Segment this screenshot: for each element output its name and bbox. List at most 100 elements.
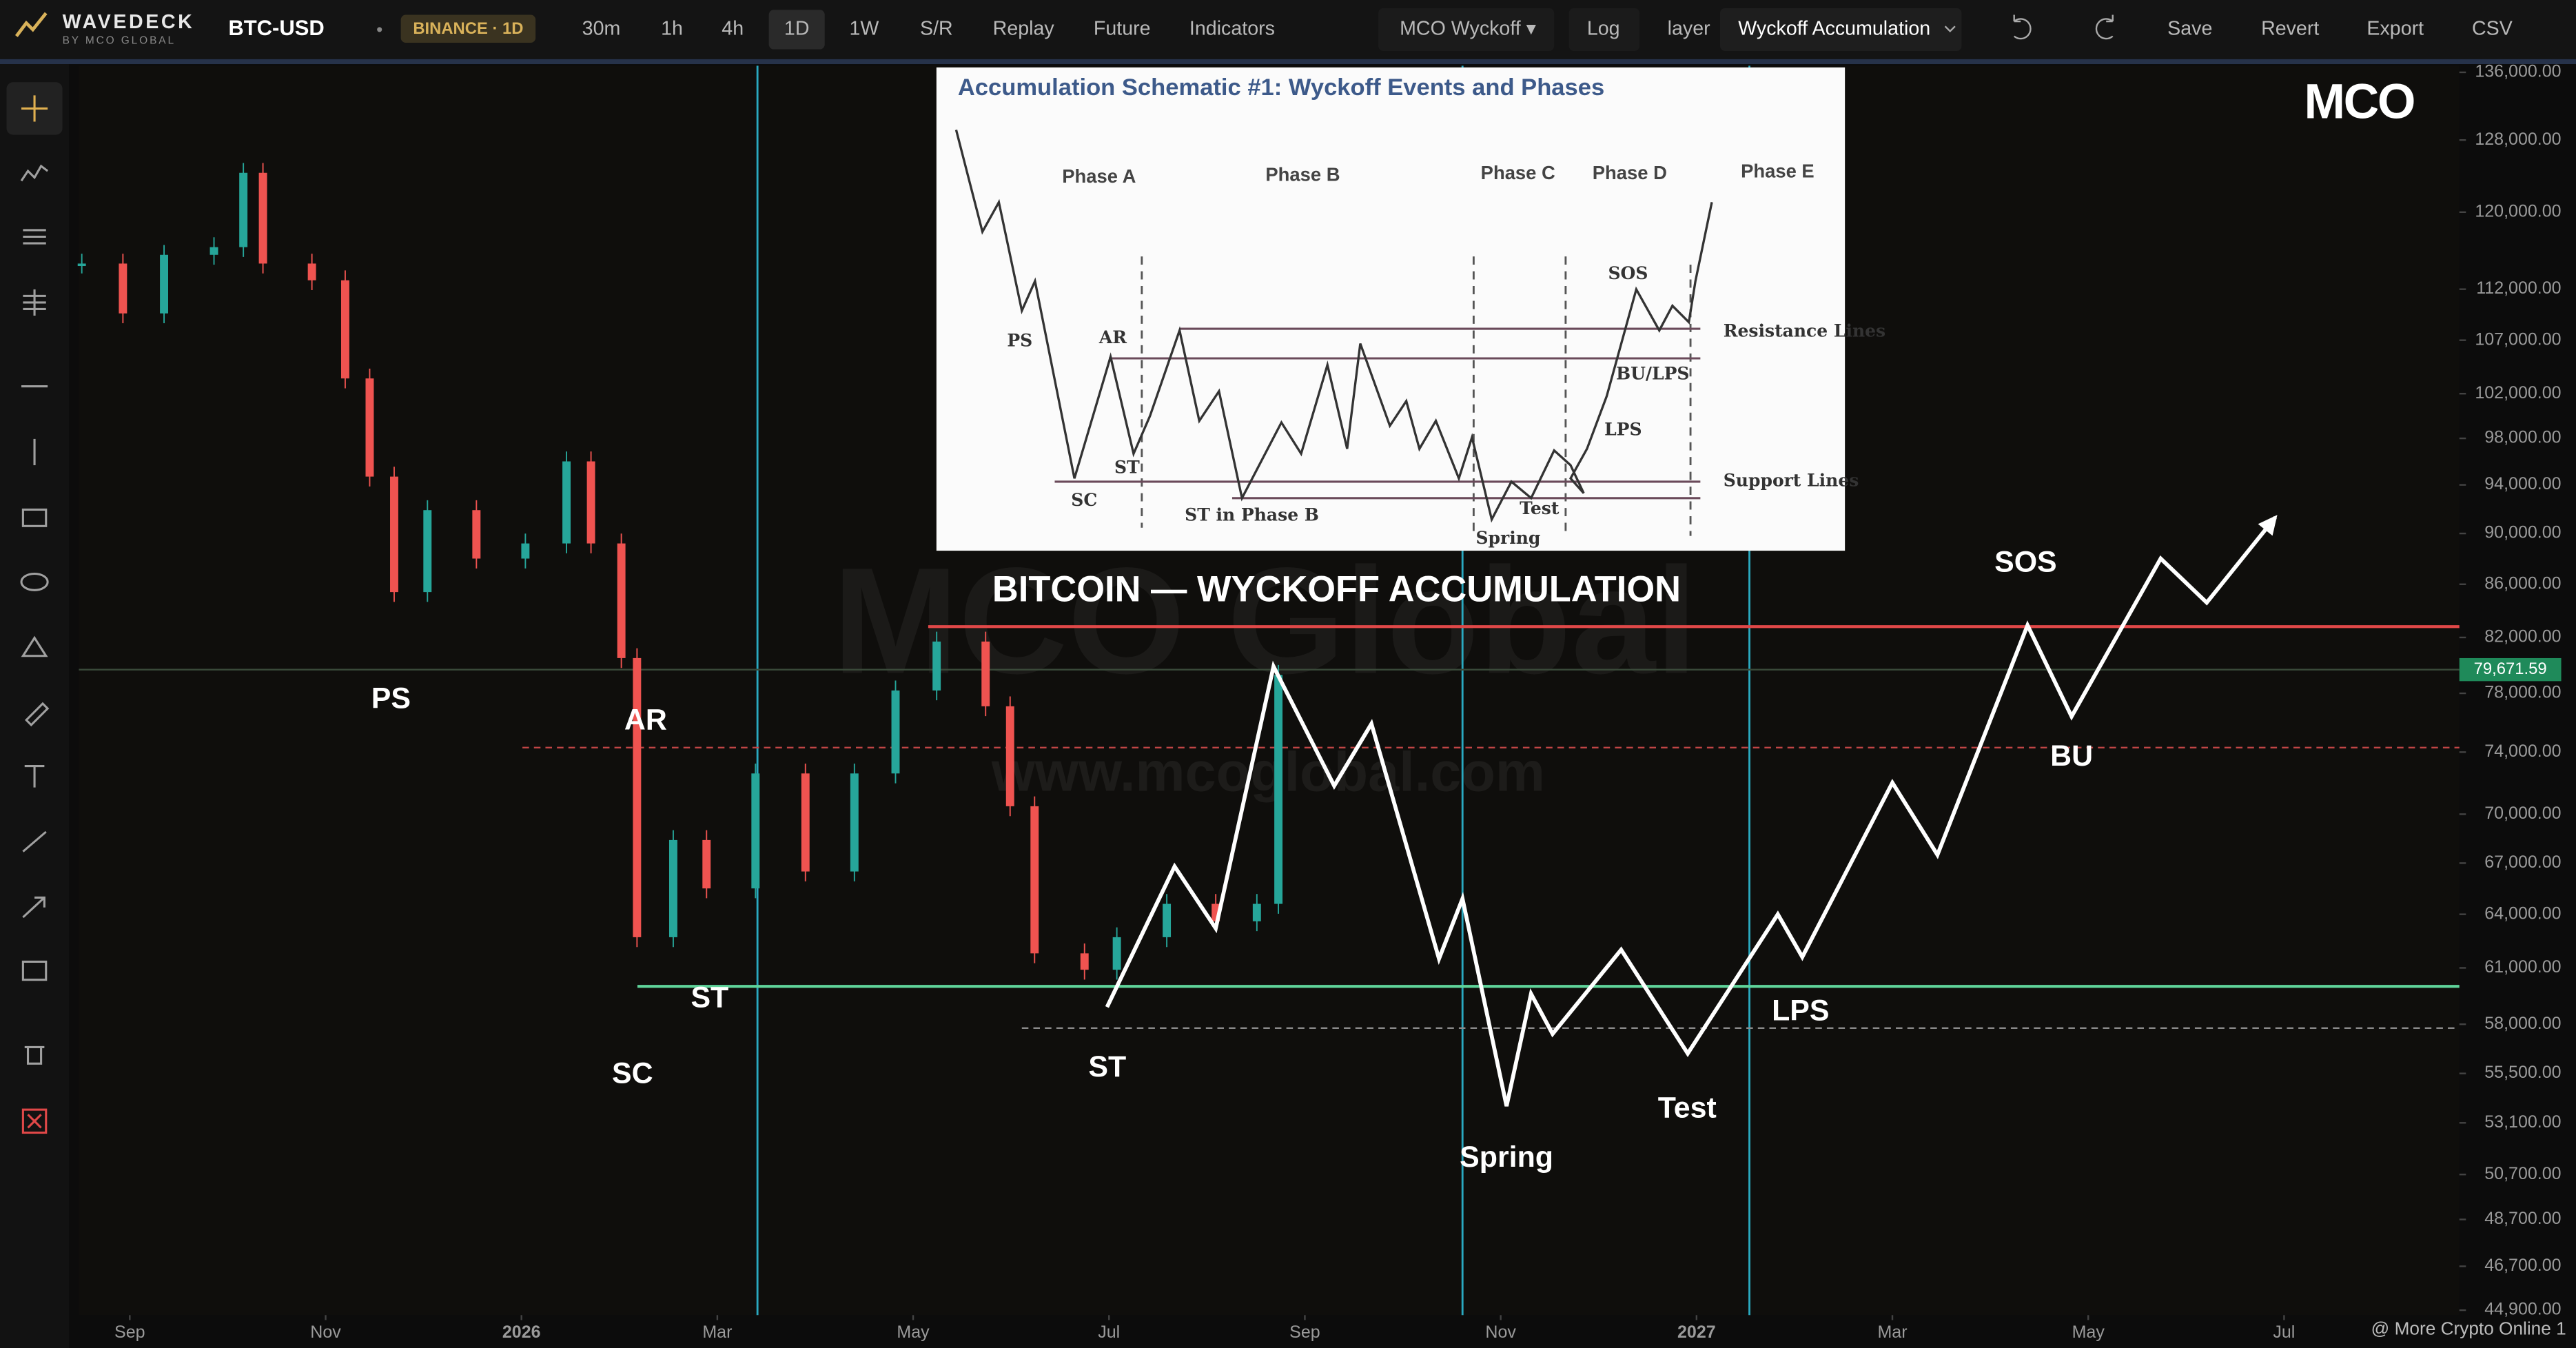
support-label: Support Lines [1724, 469, 1859, 490]
interval-active [768, 10, 825, 50]
y-tick-label: 94,000.00 [2484, 474, 2561, 493]
x-tick-label: Nov [310, 1323, 341, 1342]
y-tick-label: 136,000.00 [2475, 62, 2561, 81]
candle [239, 172, 248, 247]
tool-delete[interactable] [24, 1045, 45, 1065]
brand-sub: BY MCO GLOBAL [63, 35, 176, 47]
phase: Phase A [1062, 165, 1136, 187]
redo-icon[interactable] [2095, 14, 2114, 40]
event: Test [1520, 498, 1560, 518]
template-box [1378, 8, 1555, 51]
y-tick-label: 90,000.00 [2484, 523, 2561, 542]
candle [702, 839, 711, 889]
toolbar-button[interactable]: Replay [993, 17, 1055, 39]
phase: Phase D [1593, 162, 1667, 183]
candle [562, 461, 571, 544]
tool-arrow[interactable] [22, 896, 45, 919]
event: Spring [1475, 527, 1540, 548]
candle [77, 263, 86, 267]
event: SC [1071, 489, 1097, 510]
candle [365, 378, 374, 477]
tool-fib[interactable] [23, 289, 46, 316]
interval[interactable]: 4h [722, 17, 744, 39]
y-tick-label: 48,700.00 [2484, 1209, 2561, 1228]
candle [1030, 806, 1039, 954]
watermark-url: www.mcoglobal.com [991, 741, 1545, 803]
watermark-name: MCO Global [832, 536, 1697, 705]
event: SOS [1608, 263, 1648, 283]
annotation: PS [371, 682, 411, 715]
chart-title: BITCOIN — WYCKOFF ACCUMULATION [992, 570, 1681, 610]
tool-triangle[interactable] [21, 635, 48, 657]
toolbar-button[interactable]: S/R [920, 17, 953, 39]
annotation: AR [624, 704, 667, 737]
y-tick-label: 46,700.00 [2484, 1256, 2561, 1275]
log-box [1568, 8, 1640, 51]
event: ST in Phase B [1185, 504, 1319, 524]
x-tick-label: Sep [1289, 1323, 1320, 1342]
resistance-label: Resistance Lines [1724, 320, 1885, 340]
interval[interactable]: 30m [582, 17, 621, 39]
exchange: BINANCE · 1D [413, 19, 523, 38]
tool-clear-x [27, 1114, 42, 1129]
x-tick-label: Sep [114, 1323, 145, 1342]
annotations: PS AR SC ST ST Spring Test LPS SOS BU [371, 546, 2093, 1174]
log-toggle[interactable]: Log [1587, 17, 1620, 39]
footer: @ More Crypto Online 1 [2371, 1318, 2566, 1339]
schematic-levels [1054, 327, 1701, 500]
sidebar [0, 64, 70, 1348]
schematic-path [954, 130, 1713, 523]
chevron [1944, 25, 1956, 33]
tool-cross[interactable] [21, 95, 48, 122]
candle [340, 280, 349, 379]
brand: WAVEDECK [63, 11, 195, 33]
tool-clear[interactable] [21, 1108, 48, 1134]
candle [258, 172, 267, 264]
template[interactable]: MCO Wyckoff ▾ [1400, 17, 1537, 39]
annotation: Spring [1460, 1141, 1553, 1174]
x-tick-label: Jul [2273, 1323, 2295, 1342]
candle [981, 641, 990, 706]
tool-rect[interactable] [21, 508, 48, 527]
annotation: Test [1658, 1091, 1717, 1124]
y-tick-label: 61,000.00 [2484, 957, 2561, 977]
interval[interactable]: 1D [784, 17, 810, 39]
interval[interactable]: 1h [661, 17, 683, 39]
candle [801, 773, 810, 872]
tool-line[interactable] [22, 830, 47, 852]
symbol[interactable]: BTC-USD [228, 16, 324, 40]
toolbar-button[interactable]: Future [1094, 17, 1151, 39]
x-tick-label: May [897, 1323, 930, 1342]
tool-image[interactable] [21, 960, 48, 981]
y-tick-label: 70,000.00 [2484, 804, 2561, 823]
action-button[interactable]: Revert [2261, 17, 2319, 39]
x-tick-label: Mar [1877, 1323, 1907, 1342]
x-tick-label: May [2072, 1323, 2105, 1342]
y-tick-label: 98,000.00 [2484, 428, 2561, 447]
y-tick-label: 50,700.00 [2484, 1164, 2561, 1183]
tool-ellipse[interactable] [20, 572, 49, 591]
tool-trend[interactable] [20, 164, 49, 182]
tool-pen[interactable] [24, 702, 50, 727]
action-button[interactable]: Export [2367, 17, 2424, 39]
candle [891, 690, 900, 774]
event: LPS [1604, 418, 1642, 439]
candle [1005, 706, 1014, 806]
layer-select[interactable]: Wyckoff Accumulation [1738, 17, 1930, 39]
candle [1163, 903, 1172, 937]
undo-icon[interactable] [2013, 14, 2032, 40]
schematic-bg [936, 67, 1846, 551]
action-button[interactable]: CSV [2472, 17, 2513, 39]
projection-arrowhead [2258, 515, 2278, 536]
tool-text[interactable] [24, 765, 45, 788]
action-button[interactable]: Save [2167, 17, 2212, 39]
y-tick-label: 120,000.00 [2475, 201, 2561, 221]
candle [160, 254, 169, 314]
y-tick-label: 64,000.00 [2484, 903, 2561, 923]
tool-hlines[interactable] [23, 229, 46, 245]
toolbar-button[interactable]: Indicators [1189, 17, 1275, 39]
interval[interactable]: 1W [849, 17, 879, 39]
candle [1252, 903, 1261, 921]
y-tick-label: 44,900.00 [2484, 1300, 2561, 1319]
